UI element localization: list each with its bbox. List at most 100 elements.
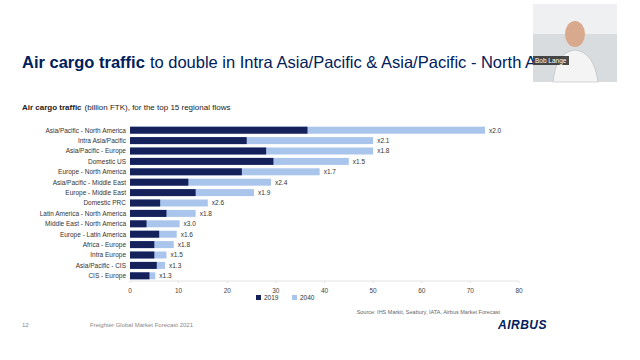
category-label: Middle East - North America	[45, 220, 126, 227]
category-label: Asia/Pacific - CIS	[76, 262, 127, 269]
x-tick	[227, 281, 228, 283]
x-tick-label: 30	[272, 287, 280, 294]
bar	[130, 127, 307, 134]
bar	[130, 148, 373, 155]
bar	[130, 231, 159, 238]
annotation: x2.6	[212, 199, 225, 206]
bar	[130, 220, 180, 227]
bars	[130, 127, 485, 280]
bar	[130, 168, 242, 175]
annotation: x1.7	[324, 168, 337, 175]
bar	[130, 252, 154, 259]
bar	[130, 220, 147, 227]
bar	[130, 231, 177, 238]
logo: AIRBUS	[497, 318, 547, 332]
annotation: x2.1	[377, 137, 390, 144]
bar	[130, 158, 349, 165]
category-label: Europe - North America	[58, 168, 126, 176]
x-tick	[130, 281, 131, 283]
legend: 2019 2040	[256, 294, 315, 301]
bar	[130, 137, 247, 144]
category-label: Asia/Pacific - Europe	[66, 147, 127, 155]
x-tick	[421, 281, 422, 283]
annotation: x2.4	[275, 179, 288, 186]
chart-title-bold: Air cargo traffic	[22, 103, 82, 112]
bar	[130, 252, 166, 259]
x-tick	[519, 281, 520, 283]
slide-title: Air cargo traffic to double in Intra Asia…	[22, 53, 586, 71]
bar	[130, 262, 157, 269]
source: Source: IHS Markit, Seabury, IATA, Airbu…	[357, 309, 501, 315]
x-tick	[178, 281, 179, 283]
bar	[130, 137, 373, 144]
category-label: Africa - Europe	[83, 241, 127, 249]
annotation: x1.5	[353, 158, 366, 165]
x-tick-label: 70	[467, 287, 475, 294]
category-label: Europe - Middle East	[65, 189, 126, 197]
category-label: Intra Asia/Pacific	[78, 137, 127, 144]
title-bold: Air cargo traffic	[22, 53, 145, 71]
bar	[130, 189, 196, 196]
category-label: Europe - Latin America	[60, 231, 127, 239]
annotation: x3.0	[184, 220, 197, 227]
category-label: Asia/Pacific - North America	[45, 127, 126, 134]
bar	[130, 262, 165, 269]
chart-title: Air cargo traffic(billion FTK), for the …	[22, 103, 230, 112]
annotation: x1.8	[178, 241, 191, 248]
chart-subtitle: (billion FTK), for the top 15 regional f…	[85, 103, 231, 112]
webcam-frame	[533, 4, 617, 82]
bar	[130, 179, 188, 186]
annotation: x1.3	[159, 272, 172, 279]
bar	[130, 200, 160, 207]
x-tick-label: 50	[370, 287, 378, 294]
x-tick-label: 60	[418, 287, 426, 294]
category-label: Domestic PRC	[83, 199, 126, 206]
bar	[130, 179, 271, 186]
category-label: Intra Europe	[90, 251, 126, 259]
title-rest: to double in Intra Asia/Pacific & Asia/P…	[150, 53, 586, 71]
annotation: x1.5	[170, 251, 183, 258]
page-number: 12	[22, 322, 29, 328]
annotation: x1.6	[181, 231, 194, 238]
annotation: x1.9	[258, 189, 271, 196]
bar	[130, 272, 155, 279]
x-tick	[470, 281, 471, 283]
bar	[130, 210, 166, 217]
bar	[130, 241, 154, 248]
x-tick-label: 20	[224, 287, 232, 294]
bar	[130, 189, 254, 196]
bar	[130, 158, 273, 165]
x-tick	[373, 281, 374, 283]
category-label: Asia/Pacific - Middle East	[53, 179, 127, 186]
legend-label: 2019	[264, 294, 279, 301]
bar	[130, 210, 196, 217]
category-label: Domestic US	[88, 158, 127, 165]
webcam-body	[553, 50, 598, 82]
legend-swatch	[292, 295, 297, 300]
bar	[130, 272, 149, 279]
background	[0, 0, 640, 360]
bar	[130, 168, 320, 175]
x-tick	[275, 281, 276, 283]
x-tick-label: 10	[175, 287, 183, 294]
x-tick-label: 0	[128, 287, 132, 294]
webcam-head	[565, 21, 585, 47]
annotation: x1.8	[377, 147, 390, 154]
category-label: CIS - Europe	[88, 272, 126, 280]
bar	[130, 200, 208, 207]
category-label: Latin America - North America	[40, 210, 127, 217]
legend-label: 2040	[300, 294, 315, 301]
webcam: Bob Lange	[533, 4, 617, 82]
bar	[130, 127, 485, 134]
x-tick-label: 80	[515, 287, 523, 294]
bar	[130, 241, 174, 248]
annotation: x1.8	[200, 210, 213, 217]
presenter-name: Bob Lange	[535, 57, 567, 65]
presenter-tag	[533, 56, 569, 65]
x-tick	[324, 281, 325, 283]
slide: Air cargo traffic to double in Intra Asia…	[0, 0, 640, 360]
bar	[130, 148, 266, 155]
annotation: x1.3	[169, 262, 182, 269]
footer: Freighter Global Market Forecast 2021	[90, 322, 194, 328]
legend-swatch	[256, 295, 261, 300]
